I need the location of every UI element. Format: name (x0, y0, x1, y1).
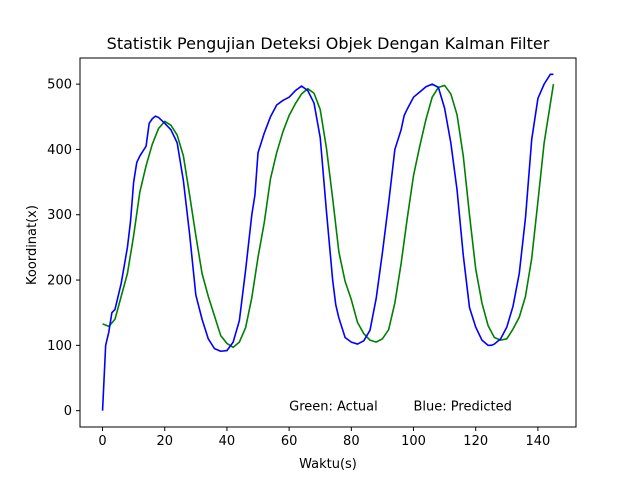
x-tick-label: 20 (156, 434, 173, 449)
y-tick-label: 300 (47, 208, 72, 223)
x-tick-label: 120 (463, 434, 488, 449)
x-tick-label: 60 (281, 434, 298, 449)
x-tick-label: 140 (525, 434, 550, 449)
chart-title: Statistik Pengujian Deteksi Objek Dengan… (107, 34, 550, 53)
annotation-text: Blue: Predicted (414, 400, 512, 415)
plot-frame (79, 57, 577, 428)
axis-ticks: 0 20 40 60 80 100 120 140 0 100 200 300 400 500 (47, 78, 550, 449)
plot-area (101, 73, 555, 411)
y-tick-label: 400 (47, 143, 72, 158)
series-line-predicted (101, 73, 554, 411)
x-tick-label: 40 (219, 434, 236, 449)
annotations: Green: Actual Blue: Predicted (289, 400, 512, 415)
y-tick-label: 100 (47, 339, 72, 354)
series-line-actual (102, 83, 555, 349)
x-tick-label: 0 (98, 434, 106, 449)
x-tick-label: 80 (343, 434, 360, 449)
y-tick-label: 500 (47, 78, 72, 93)
y-axis-label: Koordinat(x) (25, 205, 40, 285)
x-tick-label: 100 (401, 434, 426, 449)
annotation-text: Green: Actual (289, 400, 378, 415)
y-tick-label: 0 (64, 404, 72, 419)
x-axis-label: Waktu(s) (299, 457, 357, 472)
y-tick-label: 200 (47, 274, 72, 289)
